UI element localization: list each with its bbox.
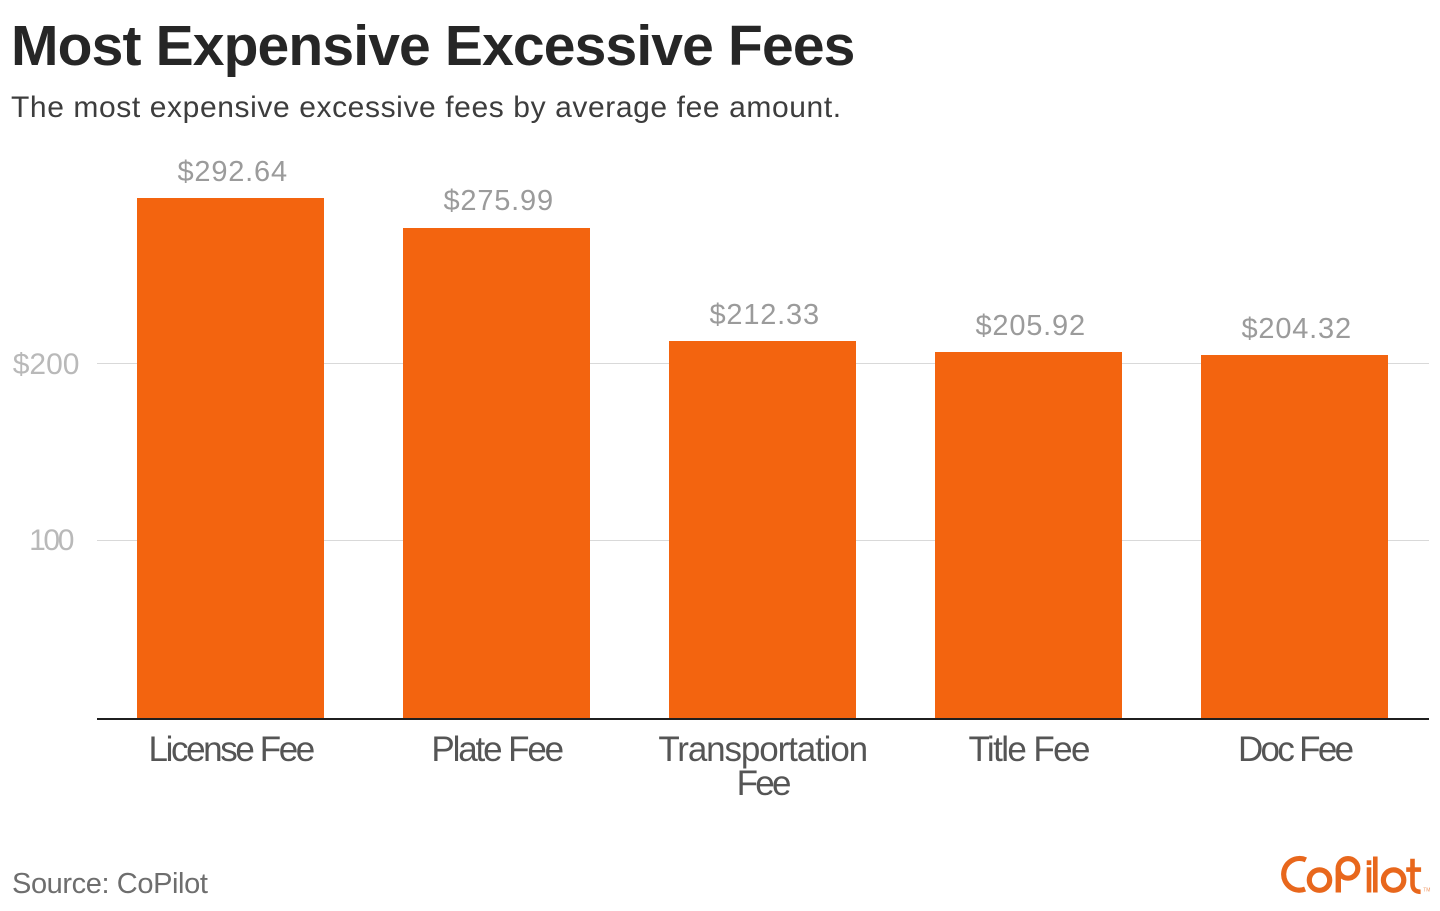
svg-text:TM: TM [1423,888,1430,894]
